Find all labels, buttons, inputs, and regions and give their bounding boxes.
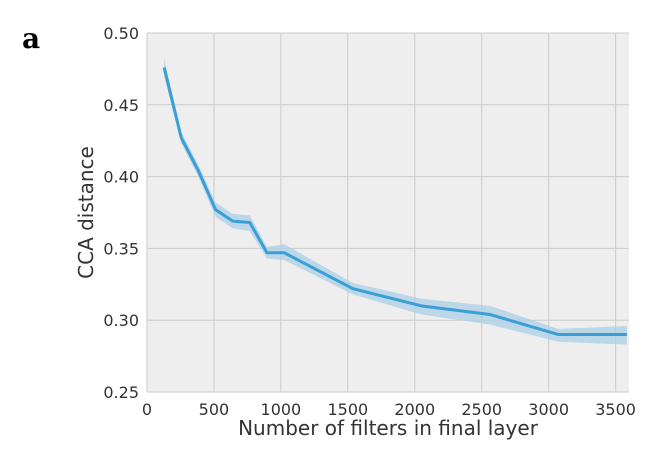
y-tick-label: 0.45 — [103, 96, 139, 115]
x-tick-label: 2500 — [461, 400, 502, 419]
y-axis-label: CCA distance — [74, 146, 98, 279]
x-axis-label: Number of filters in final layer — [238, 416, 539, 440]
x-tick-label: 1500 — [327, 400, 368, 419]
x-tick-label: 0 — [142, 400, 152, 419]
y-tick-label: 0.25 — [103, 383, 139, 402]
y-tick-label: 0.35 — [103, 239, 139, 258]
y-tick-label: 0.30 — [103, 311, 139, 330]
x-tick-label: 3000 — [528, 400, 569, 419]
series-polyline — [162, 67, 627, 337]
series-line — [162, 67, 627, 337]
x-tick-label: 1000 — [261, 400, 302, 419]
y-tick-label: 0.40 — [103, 168, 139, 187]
x-tick-label: 500 — [199, 400, 230, 419]
y-tick-label: 0.50 — [103, 24, 139, 43]
x-tick-label: 2000 — [394, 400, 435, 419]
panel-label: a — [22, 22, 41, 55]
y-tick-labels: 0.25 0.30 0.35 0.40 0.45 0.50 — [103, 24, 139, 402]
x-tick-labels: 0 500 1000 1500 2000 2500 3000 3500 — [142, 400, 636, 419]
x-tick-label: 3500 — [595, 400, 636, 419]
